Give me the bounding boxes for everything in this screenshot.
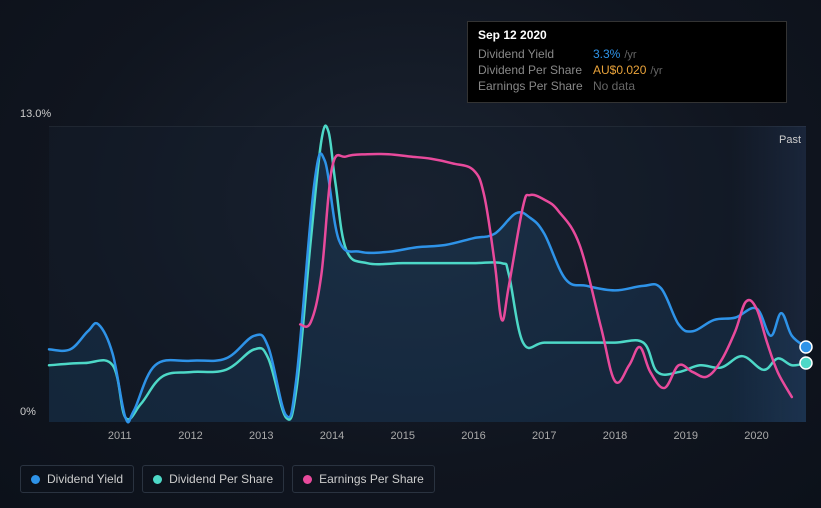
legend-item[interactable]: Dividend Per Share [142, 465, 284, 493]
legend-dot-icon [303, 475, 312, 484]
x-axis-labels: 2011 2012 2013 2014 2015 2016 2017 2018 2019 2020 [49, 430, 806, 446]
legend-dot-icon [31, 475, 40, 484]
x-axis-label: 2015 [390, 430, 414, 442]
x-axis-label: 2011 [108, 430, 132, 442]
tooltip-row-label: Dividend Per Share [478, 63, 593, 77]
tooltip-row-value: 3.3% [593, 47, 620, 61]
y-axis-max-label: 13.0% [20, 108, 51, 120]
legend-item[interactable]: Dividend Yield [20, 465, 134, 493]
legend-label: Dividend Per Share [169, 472, 273, 486]
tooltip-row: Earnings Per ShareNo data [478, 78, 776, 94]
past-label: Past [779, 134, 801, 146]
x-axis-label: 2020 [744, 430, 768, 442]
y-axis-min-label: 0% [20, 406, 36, 418]
x-axis-label: 2017 [532, 430, 556, 442]
tooltip-date: Sep 12 2020 [478, 28, 776, 42]
chart-plot-area [49, 126, 806, 422]
tooltip-row: Dividend Yield3.3% /yr [478, 46, 776, 62]
legend: Dividend Yield Dividend Per Share Earnings… [20, 465, 435, 493]
x-axis-label: 2012 [178, 430, 202, 442]
tooltip-row-label: Earnings Per Share [478, 79, 593, 93]
chart-svg [49, 127, 806, 422]
tooltip-row-nodata: No data [593, 79, 635, 93]
x-axis-label: 2019 [673, 430, 697, 442]
x-axis-label: 2016 [461, 430, 485, 442]
tooltip-row-value: AU$0.020 [593, 63, 646, 77]
tooltip-row-label: Dividend Yield [478, 47, 593, 61]
x-axis-label: 2013 [249, 430, 273, 442]
x-axis-label: 2014 [320, 430, 344, 442]
tooltip-row: Dividend Per ShareAU$0.020/yr [478, 62, 776, 78]
x-axis-label: 2018 [603, 430, 627, 442]
end-marker-dividend-per-share [798, 355, 814, 371]
tooltip-row-unit: /yr [624, 49, 636, 61]
legend-label: Dividend Yield [47, 472, 123, 486]
tooltip-box: Sep 12 2020 Dividend Yield3.3%/yrDividen… [467, 21, 787, 103]
legend-dot-icon [153, 475, 162, 484]
end-marker-dividend-yield [798, 339, 814, 355]
tooltip-row-unit: /yr [650, 65, 662, 77]
legend-item[interactable]: Earnings Per Share [292, 465, 435, 493]
legend-label: Earnings Per Share [319, 472, 424, 486]
